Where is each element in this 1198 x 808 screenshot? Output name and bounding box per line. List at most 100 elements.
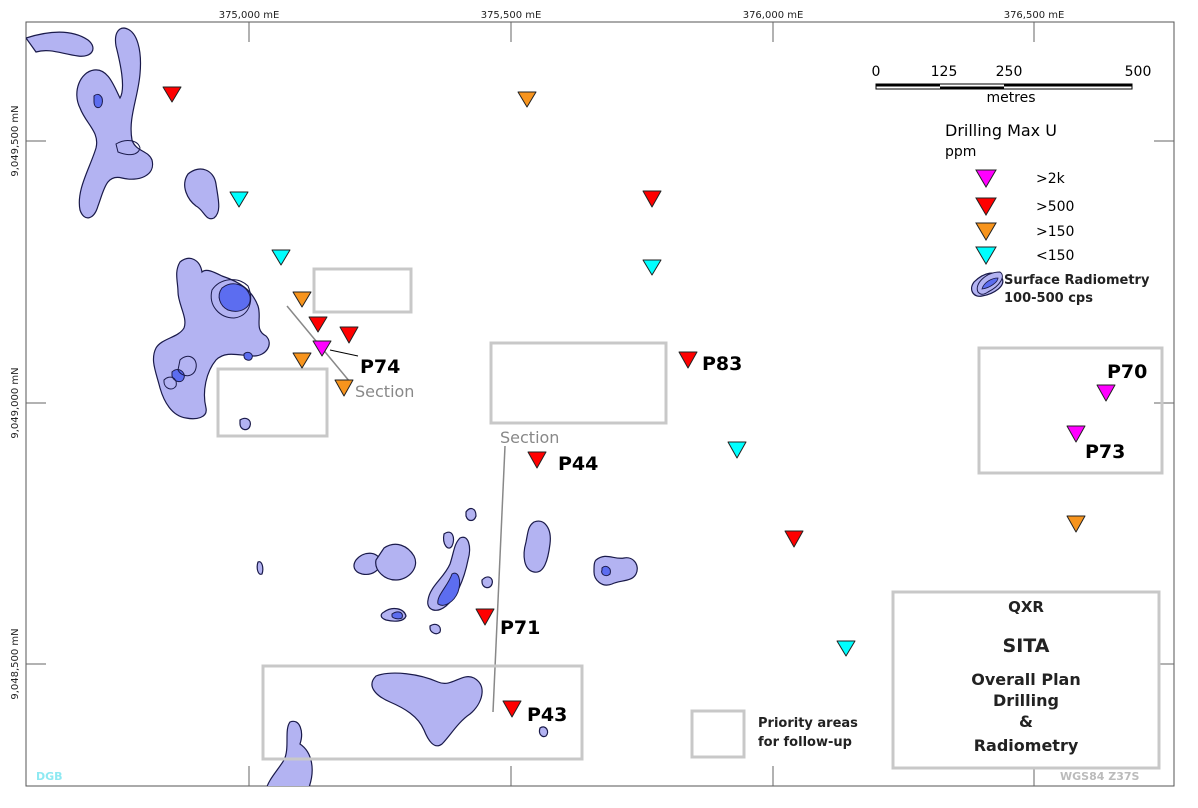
radiometry-core <box>218 283 251 312</box>
drill-hole-marker <box>502 700 522 718</box>
drill-hole-marker <box>292 291 312 308</box>
radiometry-anomaly <box>465 507 477 522</box>
radiometry-anomaly <box>239 417 251 431</box>
drill-hole-marker <box>334 379 354 397</box>
title-block <box>891 590 1161 770</box>
legend-radiometry-label: Surface Radiometry <box>1004 273 1150 288</box>
radiometry-contour <box>210 279 252 319</box>
hole-label-p44: P44 <box>558 453 598 475</box>
drill-hole-marker <box>678 351 698 369</box>
scale-tick-label: 125 <box>931 64 958 80</box>
title-line: Overall Plan <box>971 670 1081 689</box>
scale-bar <box>875 83 1133 90</box>
radiometry-anomaly <box>266 720 313 786</box>
priority-legend-label: for follow-up <box>758 735 852 750</box>
legend-radiometry-core <box>981 277 999 290</box>
section-label: Section <box>355 382 414 401</box>
northing-label: 9,048,500 mN <box>10 628 21 699</box>
radiometry-contour <box>177 355 197 377</box>
hole-label-p73: P73 <box>1085 441 1125 463</box>
radiometry-contour <box>115 140 141 156</box>
radiometry-anomaly <box>427 536 471 611</box>
radiometry-anomaly <box>256 561 264 575</box>
radiometry-anomaly <box>443 531 455 549</box>
title-line: Radiometry <box>974 736 1079 755</box>
section-line <box>492 445 506 713</box>
legend-swatch-150 <box>975 222 997 241</box>
radiometry-anomaly <box>375 543 417 581</box>
drill-hole-marker <box>229 191 249 208</box>
drill-hole-marker <box>1066 425 1086 443</box>
drill-hole-marker <box>1066 515 1086 533</box>
section-label: Section <box>500 428 559 447</box>
drill-hole-marker <box>784 530 804 548</box>
radiometry-contour <box>163 376 177 390</box>
radiometry-core <box>243 351 253 361</box>
title-company: QXR <box>1008 598 1044 616</box>
priority-legend-swatch <box>690 709 746 759</box>
drill-hole-marker <box>517 91 537 108</box>
drill-hole-marker <box>308 316 328 333</box>
scale-unit-label: metres <box>986 90 1035 106</box>
drill-hole-marker <box>312 340 332 357</box>
drill-hole-marker <box>339 326 359 344</box>
legend-title: Drilling Max U <box>945 121 1057 140</box>
drill-hole-marker <box>727 441 747 459</box>
author-tag: DGB <box>36 770 63 783</box>
scale-tick-label: 250 <box>996 64 1023 80</box>
priority-area-box <box>216 367 329 438</box>
radiometry-core <box>171 369 185 383</box>
radiometry-anomaly <box>26 31 94 57</box>
priority-areas <box>216 267 1164 761</box>
hole-label-p74: P74 <box>360 356 400 378</box>
hole-label-p70: P70 <box>1107 361 1147 383</box>
radiometry-contours <box>115 140 252 390</box>
legend-radiometry-range: 100-500 cps <box>1004 291 1093 306</box>
hole-label-p83: P83 <box>702 353 742 375</box>
title-project: SITA <box>1003 635 1050 657</box>
hole-label-p71: P71 <box>500 617 540 639</box>
scale-tick-label: 0 <box>872 64 881 80</box>
priority-legend-label: Priority areas <box>758 716 858 731</box>
priority-area-box <box>312 267 413 314</box>
drill-holes <box>162 86 1116 718</box>
drill-hole-marker <box>836 640 856 657</box>
drill-hole-marker <box>475 608 495 626</box>
radiometry-core <box>93 93 103 109</box>
drill-hole-marker <box>642 190 662 208</box>
scale-tick-label: 500 <box>1125 64 1152 80</box>
priority-area-box <box>261 664 584 761</box>
title-line: Drilling <box>993 691 1059 710</box>
datum-label: WGS84 Z37S <box>1060 770 1140 783</box>
radiometry-anomaly <box>76 27 154 219</box>
radiometry-anomaly <box>481 576 493 589</box>
drill-hole-marker <box>292 352 312 369</box>
radiometry-anomaly <box>184 168 220 220</box>
legend-swatch-500 <box>975 197 997 216</box>
legend-item-label: <150 <box>1036 248 1074 264</box>
hole-label-p43: P43 <box>527 704 567 726</box>
easting-label: 376,500 mE <box>1004 10 1065 21</box>
radiometry-core <box>437 572 461 606</box>
radiometry-core <box>391 611 403 620</box>
drill-hole-marker <box>642 259 662 276</box>
legend-unit: ppm <box>945 144 976 160</box>
radiometry-anomaly <box>593 555 638 586</box>
legend-item-label: >150 <box>1036 224 1074 240</box>
radiometry-anomaly <box>371 672 483 747</box>
easting-label: 375,500 mE <box>481 10 542 21</box>
drill-hole-marker <box>162 86 182 103</box>
radiometry-anomaly <box>523 520 551 573</box>
legend-item-label: >2k <box>1036 171 1066 187</box>
legend-swatch-2k <box>975 169 997 188</box>
drill-hole-marker <box>527 451 547 469</box>
radiometry-anomaly <box>538 726 549 738</box>
northing-label: 9,049,000 mN <box>10 367 21 438</box>
priority-area-box <box>977 346 1164 475</box>
easting-label: 375,000 mE <box>219 10 280 21</box>
priority-area-box <box>489 341 668 425</box>
radiometry-core <box>601 565 611 577</box>
legend-item-label: >500 <box>1036 199 1074 215</box>
radiometry-anomaly <box>353 552 381 575</box>
